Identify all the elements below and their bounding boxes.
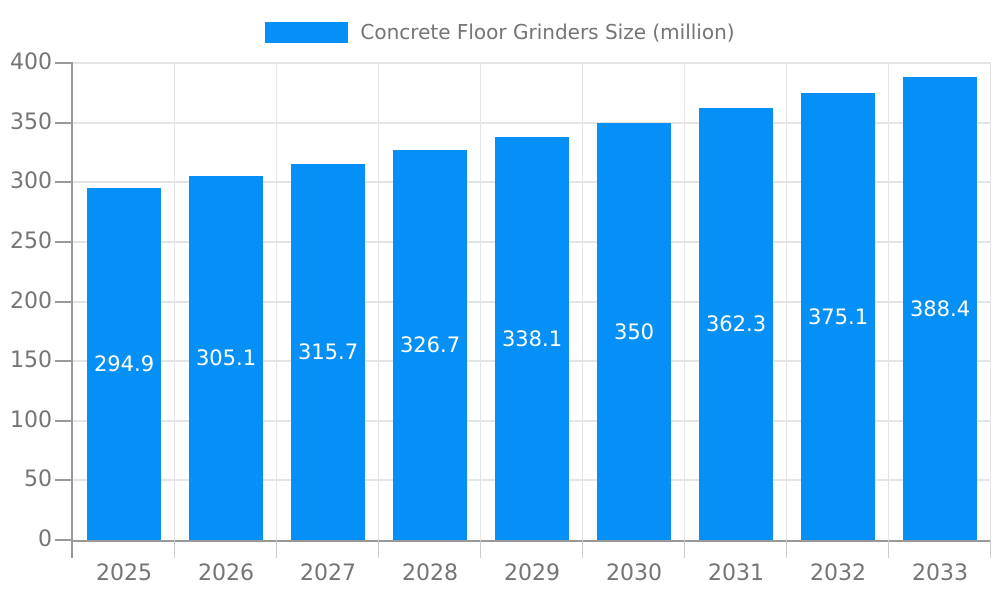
- y-tick: [55, 181, 73, 184]
- vertical-gridline: [582, 63, 583, 540]
- bar-value-label: 305.1: [195, 346, 257, 370]
- vertical-gridline: [174, 63, 175, 540]
- y-axis-line: [71, 63, 73, 558]
- x-tick-label: 2025: [96, 561, 152, 586]
- x-tick: [480, 540, 481, 558]
- x-tick-label: 2029: [504, 561, 560, 586]
- horizontal-gridline: [73, 121, 991, 124]
- bar-value-label: 375.1: [807, 304, 869, 329]
- y-tick-label: 250: [10, 228, 52, 254]
- y-tick-label: 200: [10, 288, 52, 314]
- y-tick-label: 0: [38, 527, 52, 552]
- x-tick: [684, 540, 685, 558]
- y-tick: [55, 240, 73, 243]
- x-tick: [276, 540, 277, 558]
- x-tick: [582, 540, 583, 558]
- bar-value-label: 326.7: [399, 333, 461, 357]
- bar-value-label: 388.4: [909, 296, 971, 321]
- x-tick: [888, 540, 889, 558]
- x-tick-label: 2030: [606, 561, 662, 586]
- y-tick-label: 300: [10, 169, 52, 195]
- x-tick-label: 2027: [300, 561, 356, 586]
- x-tick: [378, 540, 379, 558]
- bar-value-label: 338.1: [501, 326, 563, 351]
- vertical-gridline: [480, 63, 481, 540]
- y-tick: [55, 121, 73, 124]
- legend-label: Concrete Floor Grinders Size (million): [360, 20, 735, 44]
- bar[interactable]: 362.3: [699, 108, 773, 540]
- x-tick: [786, 540, 787, 558]
- bar[interactable]: 305.1: [189, 176, 263, 540]
- bar-value-label: 362.3: [705, 312, 767, 336]
- bar[interactable]: 326.7: [393, 150, 467, 540]
- vertical-gridline: [888, 63, 889, 540]
- bar[interactable]: 338.1: [495, 137, 569, 540]
- horizontal-gridline: [73, 62, 991, 64]
- y-tick: [55, 300, 73, 303]
- x-tick-label: 2033: [912, 561, 968, 586]
- y-tick-label: 100: [10, 407, 52, 433]
- y-tick: [55, 360, 73, 363]
- x-tick-label: 2032: [810, 561, 866, 586]
- vertical-gridline: [990, 63, 991, 540]
- y-tick-label: 400: [10, 50, 52, 75]
- plot-area: 294.9 305.1 315.7 326.7 338.1 350 362.3 375.1 38…: [73, 62, 991, 540]
- y-tick-label: 50: [24, 467, 52, 493]
- bar[interactable]: 294.9: [87, 188, 161, 540]
- bar-value-label: 350: [613, 319, 655, 344]
- bar-value-label: 315.7: [297, 340, 359, 364]
- x-tick-label: 2026: [198, 561, 254, 586]
- y-tick: [55, 419, 73, 422]
- legend-swatch: [265, 21, 349, 43]
- y-tick-label: 350: [10, 109, 52, 135]
- vertical-gridline: [786, 63, 787, 540]
- x-tick: [174, 540, 175, 558]
- bar[interactable]: 350: [597, 123, 671, 540]
- x-tick-label: 2028: [402, 561, 458, 586]
- y-tick: [55, 539, 73, 541]
- y-tick: [55, 479, 73, 482]
- legend[interactable]: Concrete Floor Grinders Size (million): [0, 20, 1000, 44]
- vertical-gridline: [378, 63, 379, 540]
- bar-value-label: 294.9: [93, 352, 155, 376]
- bar[interactable]: 315.7: [291, 164, 365, 540]
- x-axis-line: [73, 540, 991, 542]
- x-tick: [990, 540, 991, 558]
- y-tick-label: 150: [10, 348, 52, 374]
- vertical-gridline: [276, 63, 277, 540]
- y-tick: [55, 62, 73, 64]
- x-tick-label: 2031: [708, 561, 764, 586]
- bar[interactable]: 388.4: [903, 77, 977, 540]
- bar[interactable]: 375.1: [801, 93, 875, 540]
- vertical-gridline: [684, 63, 685, 540]
